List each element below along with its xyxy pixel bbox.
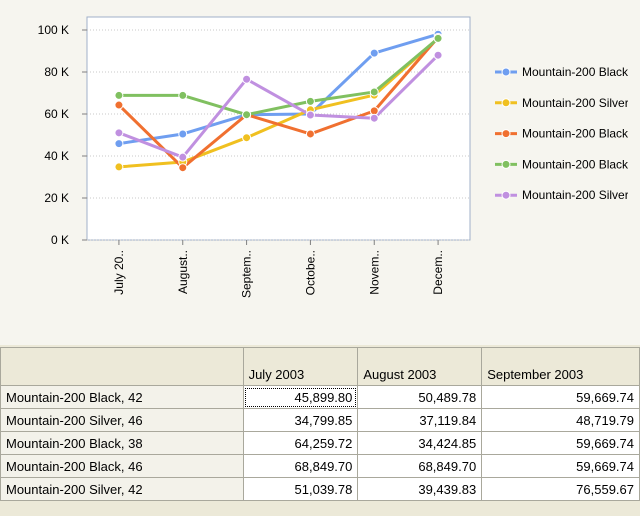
x-tick-label: July 20..: [112, 250, 126, 295]
column-header: September 2003: [481, 347, 640, 386]
y-tick-label: 60 K: [44, 107, 69, 121]
x-tick-label: August..: [176, 250, 190, 294]
table-cell: 48,719.79: [481, 408, 640, 432]
table-cell: 37,119.84: [357, 408, 483, 432]
data-point: [369, 87, 379, 97]
table-row: Mountain-200 Black, 38 64,259.72 34,424.85…: [0, 431, 640, 455]
legend-marker: [501, 98, 511, 108]
series-line: [118, 54, 440, 159]
table-row: Mountain-200 Silver, 46 34,799.85 37,119.8…: [0, 408, 640, 432]
data-point: [305, 96, 315, 106]
x-tick-label: Septem..: [240, 250, 254, 298]
legend-marker: [501, 129, 511, 139]
data-point: [178, 129, 188, 139]
y-tick-label: 40 K: [44, 149, 69, 163]
legend-label: Mountain-200 Black, 46: [522, 157, 640, 171]
data-point: [433, 33, 443, 43]
row-header: Mountain-200 Black, 38: [0, 431, 244, 455]
data-point: [242, 133, 252, 143]
series-line: [118, 37, 440, 117]
chart-panel: 0 K 20 K 40 K 60 K 80 K 100 K July 20.. August.…: [0, 0, 640, 345]
table-row: Mountain-200 Black, 46 68,849.70 68,849.70…: [0, 454, 640, 478]
data-point: [114, 90, 124, 100]
table-cell: 50,489.78: [357, 385, 483, 409]
table-row: Mountain-200 Black, 42 45,899.80 50,489.78…: [0, 385, 640, 409]
table-cell: 68,849.70: [242, 454, 359, 478]
legend-marker: [501, 159, 511, 169]
legend-label: Mountain-200 Silver, 46: [522, 96, 640, 110]
plot-area: [86, 16, 471, 241]
legend-label: Mountain-200 Black, 38: [522, 127, 640, 141]
x-tick-label: Decem..: [431, 250, 445, 295]
column-header: August 2003: [357, 347, 483, 386]
table-cell: 76,559.67: [481, 477, 640, 501]
data-point: [242, 110, 252, 120]
data-point: [178, 152, 188, 162]
table-cell: 39,439.83: [357, 477, 483, 501]
series-line: [117, 36, 440, 170]
chart: 0 K 20 K 40 K 60 K 80 K 100 K July 20.. August.…: [38, 16, 640, 298]
data-point: [369, 113, 379, 123]
table-cell: 68,849.70: [357, 454, 483, 478]
data-point: [114, 100, 124, 110]
row-header: Mountain-200 Black, 42: [0, 385, 244, 409]
y-tick-label: 80 K: [44, 65, 69, 79]
legend-label: Mountain-200 Black, 42: [522, 65, 640, 79]
data-point: [114, 162, 124, 172]
data-point: [369, 48, 379, 58]
table-cell: 59,669.74: [481, 385, 640, 409]
data-point: [369, 106, 379, 116]
table-cell: 34,424.85: [357, 431, 483, 455]
table-row: Mountain-200 Silver, 42 51,039.78 39,439.8…: [0, 477, 640, 501]
x-tick-label: Novem..: [367, 250, 381, 295]
legend-marker: [501, 67, 511, 77]
row-header: Mountain-200 Silver, 46: [0, 408, 244, 432]
data-point: [178, 163, 188, 173]
data-point: [114, 128, 124, 138]
series-line: [118, 32, 439, 146]
table-cell: 64,259.72: [242, 431, 359, 455]
data-point: [114, 139, 124, 149]
legend-marker: [501, 190, 511, 200]
y-tick-label: 0 K: [51, 233, 69, 247]
table-cell: 51,039.78: [242, 477, 359, 501]
table-cell: 59,669.74: [481, 431, 640, 455]
data-point: [178, 90, 188, 100]
data-point: [242, 74, 252, 84]
pivot-table: July 2003 August 2003 September 2003 Mount…: [0, 347, 640, 501]
data-point: [433, 50, 443, 60]
table-cell: 34,799.85: [242, 408, 359, 432]
row-header: Mountain-200 Silver, 42: [0, 477, 244, 501]
y-tick-label: 20 K: [44, 191, 69, 205]
corner-cell: [0, 347, 244, 386]
table-cell: 45,899.80: [242, 385, 359, 409]
data-point: [305, 110, 315, 120]
legend-label: Mountain-200 Silver, 42: [522, 188, 640, 202]
y-tick-label: 100 K: [38, 23, 69, 37]
table-cell: 59,669.74: [481, 454, 640, 478]
header-row: July 2003 August 2003 September 2003: [0, 347, 640, 386]
column-header: July 2003: [242, 347, 359, 386]
x-tick-label: Octobe..: [303, 250, 317, 295]
data-point: [305, 129, 315, 139]
row-header: Mountain-200 Black, 46: [0, 454, 244, 478]
